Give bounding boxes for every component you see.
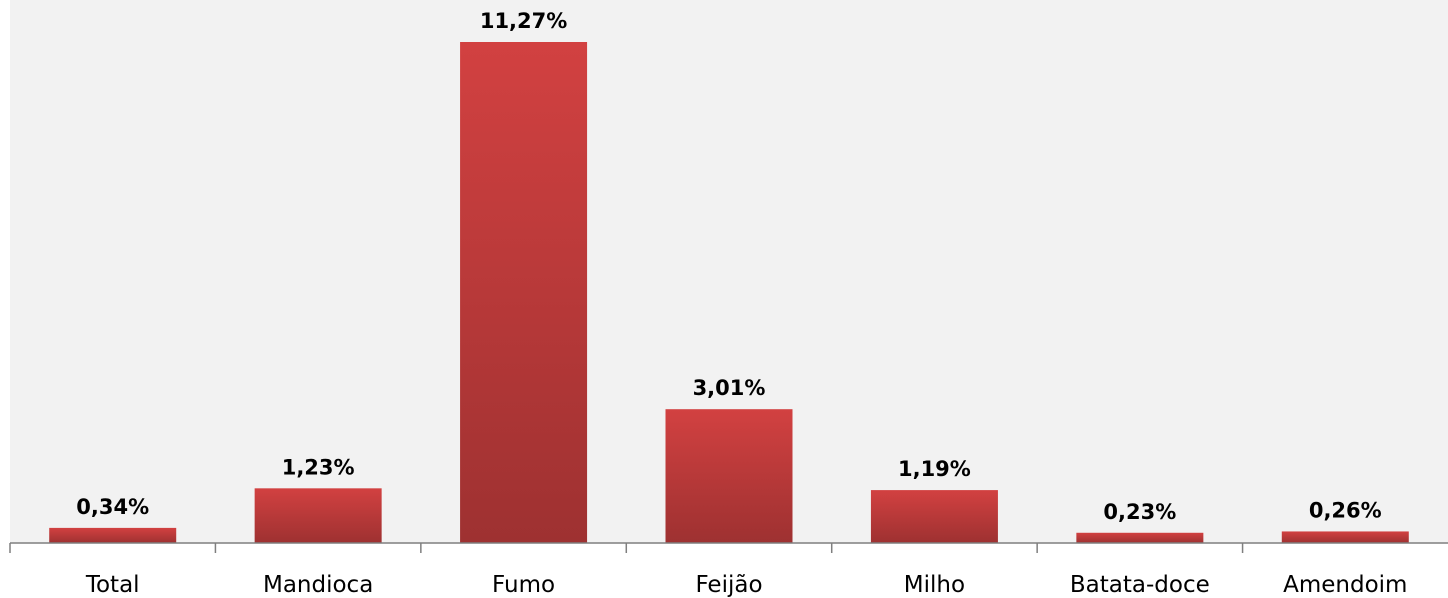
x-tick-label: Milho — [904, 572, 965, 598]
value-label: 0,23% — [1103, 500, 1176, 524]
bar — [665, 409, 793, 543]
bar — [460, 42, 588, 543]
x-tick-label: Fumo — [492, 572, 555, 598]
x-tick-label: Amendoim — [1283, 572, 1407, 598]
x-tick-label: Mandioca — [263, 572, 373, 598]
bar — [49, 527, 177, 543]
bar — [254, 488, 382, 543]
value-label: 0,26% — [1309, 498, 1382, 522]
bar — [870, 490, 998, 543]
x-tick-label: Total — [85, 572, 140, 598]
value-label: 3,01% — [693, 376, 766, 400]
bar — [1281, 531, 1409, 543]
x-tick-label: Feijão — [695, 572, 762, 598]
bar — [1076, 532, 1204, 543]
value-label: 11,27% — [480, 9, 567, 33]
value-label: 0,34% — [76, 495, 149, 519]
value-label: 1,19% — [898, 457, 971, 481]
x-tick-label: Batata-doce — [1070, 572, 1210, 598]
value-label: 1,23% — [282, 455, 355, 479]
